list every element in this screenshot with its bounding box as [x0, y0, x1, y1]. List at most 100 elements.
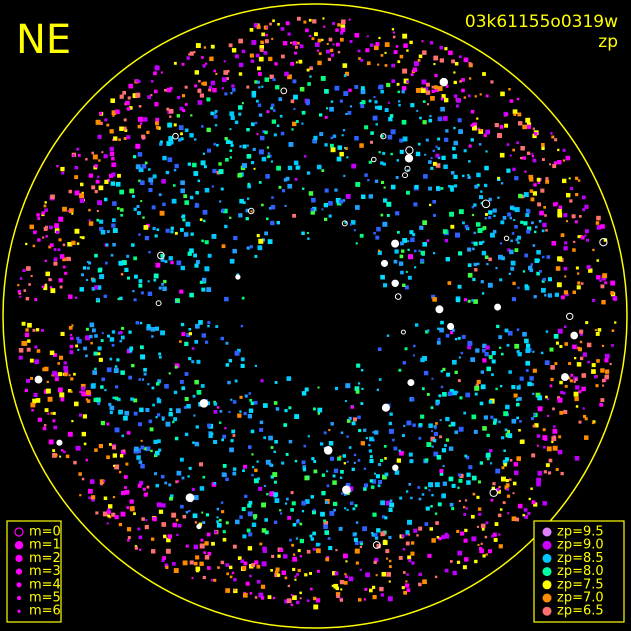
- star-dot: [299, 591, 302, 595]
- star-dot: [259, 48, 264, 52]
- star-dot: [393, 446, 398, 451]
- star-dot: [200, 384, 205, 388]
- star-dot: [208, 433, 213, 438]
- star-dot: [330, 100, 334, 103]
- star-dot: [129, 188, 135, 194]
- star-dot: [85, 458, 89, 462]
- star-dot: [45, 235, 48, 238]
- star-dot: [298, 59, 303, 64]
- star-dot: [311, 37, 315, 41]
- star-dot: [112, 138, 114, 141]
- star-dot: [542, 222, 547, 228]
- star-dot: [422, 242, 427, 247]
- star-dot: [97, 402, 101, 406]
- star-dot: [327, 57, 331, 61]
- star-dot: [601, 300, 606, 305]
- star-dot: [89, 334, 93, 339]
- star-dot: [467, 299, 471, 303]
- star-dot: [357, 459, 361, 462]
- star-dot: [264, 518, 268, 522]
- star-dot: [537, 202, 542, 207]
- zp-label: zp=6.5: [557, 604, 604, 619]
- star-dot: [228, 359, 232, 363]
- star-dot: [467, 174, 470, 177]
- star-dot: [110, 181, 115, 186]
- star-dot: [202, 152, 205, 155]
- star-dot: [213, 578, 217, 582]
- star-dot: [310, 537, 314, 541]
- star-dot: [55, 453, 58, 457]
- star-dot: [277, 554, 281, 558]
- star-dot: [99, 479, 105, 484]
- star-dot: [423, 174, 428, 179]
- star-dot: [484, 352, 489, 357]
- star-dot: [413, 249, 417, 253]
- star-dot: [254, 80, 258, 84]
- star-dot: [596, 259, 599, 262]
- star-dot: [440, 370, 444, 373]
- star-dot: [442, 116, 448, 121]
- star-dot: [330, 422, 334, 426]
- star-dot: [542, 278, 546, 281]
- star-dot: [107, 514, 111, 518]
- star-dot: [369, 458, 374, 464]
- star-dot: [114, 515, 119, 520]
- star-dot: [468, 63, 473, 68]
- star-dot: [437, 86, 443, 92]
- star-dot: [452, 154, 458, 159]
- star-dot: [431, 294, 436, 299]
- star-dot: [120, 370, 125, 375]
- star-ring: [341, 220, 348, 227]
- star-dot: [524, 285, 530, 291]
- star-dot: [453, 184, 458, 188]
- star-dot: [102, 511, 108, 517]
- star-dot: [444, 239, 448, 243]
- star-dot: [185, 511, 189, 514]
- star-dot: [333, 508, 336, 512]
- star-dot: [437, 156, 441, 159]
- star-dot: [70, 333, 73, 336]
- star-dot: [285, 453, 289, 456]
- star-dot: [123, 126, 127, 131]
- star-dot: [355, 561, 359, 565]
- star-dot: [596, 225, 602, 230]
- star-dot: [604, 353, 610, 359]
- star-dot: [241, 296, 245, 300]
- star-dot: [391, 63, 395, 68]
- star-dot: [32, 398, 37, 403]
- star-dot: [506, 343, 510, 347]
- star-dot: [290, 62, 295, 66]
- star-dot: [582, 195, 586, 200]
- star-dot: [169, 115, 172, 118]
- star-dot: [586, 265, 591, 270]
- star-dot: [231, 84, 235, 88]
- star-dot: [479, 548, 484, 554]
- star-dot: [164, 260, 168, 263]
- star-dot: [119, 339, 122, 343]
- star-dot: [559, 345, 563, 348]
- star-dot: [238, 213, 243, 218]
- star-dot: [271, 37, 274, 40]
- star-dot: [164, 481, 167, 485]
- star-dot: [530, 487, 533, 490]
- star-dot: [237, 173, 242, 178]
- star-dot: [233, 590, 236, 593]
- star-dot: [321, 38, 324, 42]
- star-dot: [123, 137, 127, 140]
- star-dot: [117, 331, 121, 335]
- star-dot: [503, 111, 508, 117]
- star-dot: [426, 442, 432, 447]
- star-dot: [165, 565, 169, 569]
- star-dot: [487, 282, 493, 288]
- star-dot: [332, 571, 337, 576]
- star-dot: [437, 147, 441, 150]
- star-dot: [382, 162, 386, 166]
- star-dot: [377, 250, 382, 255]
- star-dot: [49, 243, 54, 247]
- star-dot: [433, 213, 436, 217]
- star-dot: [193, 253, 197, 258]
- star-dot: [403, 78, 409, 84]
- star-dot: [448, 50, 453, 56]
- star-dot: [372, 115, 378, 121]
- star-dot: [148, 177, 154, 183]
